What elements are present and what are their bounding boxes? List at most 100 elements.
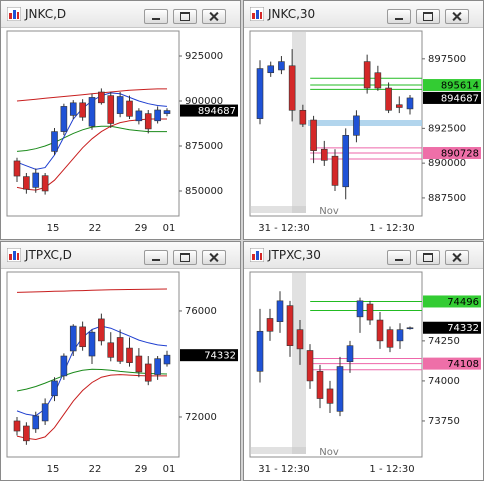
candle-body (385, 87, 392, 111)
candle-body (41, 403, 49, 422)
minimize-button[interactable] (387, 9, 411, 24)
candle-body (353, 115, 360, 136)
price-tag-label: 74332 (204, 351, 236, 362)
y-tick-label: 900000 (185, 96, 223, 107)
candle-body (32, 415, 40, 430)
y-tick-label: 72000 (185, 412, 217, 423)
x-tick-label: 15 (47, 464, 60, 475)
y-tick-label: 887500 (428, 193, 466, 204)
window-title: JNKC,D (25, 7, 67, 21)
x-tick-label: Nov (319, 447, 339, 458)
x-tick-label: 1 - 12:30 (369, 223, 414, 234)
candle-body (331, 155, 339, 186)
maximize-button[interactable] (416, 250, 440, 265)
candle-body (163, 110, 171, 114)
candle-body (41, 175, 49, 192)
y-tick-label: 74000 (428, 376, 460, 387)
candle-body (116, 337, 124, 362)
title-bar: JTPXC,D (1, 242, 240, 269)
chart-window: JTPXC,30 74250 74000 73750 74496 74332 74108 3… (243, 241, 484, 481)
candle-body (256, 330, 264, 372)
app-icon (7, 7, 21, 21)
candle-body (144, 363, 152, 382)
price-tag (423, 91, 481, 104)
price-tag-label: 74108 (447, 359, 479, 370)
chart-window: JNKC,30 897500 892500 890000 887500 895614 89… (243, 0, 484, 240)
candle-body (60, 106, 68, 132)
candle-body (69, 325, 77, 352)
plot-area (249, 271, 423, 458)
close-button[interactable] (202, 250, 226, 265)
minimize-button[interactable] (387, 250, 411, 265)
chart: 925000 900000 875000 850000 894687 15 22 29 01 (1, 28, 240, 239)
x-tick-label: 29 (135, 464, 148, 475)
x-tick-label: 01 (163, 464, 176, 475)
x-tick-label: Nov (319, 206, 339, 217)
candle-body (23, 176, 30, 190)
candle-body (267, 65, 275, 74)
band-line (16, 374, 167, 441)
y-tick-label: 76000 (185, 306, 217, 317)
price-tag (180, 104, 238, 117)
y-tick-label: 74250 (428, 336, 460, 347)
maximize-button[interactable] (173, 9, 197, 24)
x-tick-label: 15 (47, 223, 60, 234)
title-bar: JNKC,30 (244, 1, 483, 28)
candle-body (342, 135, 350, 188)
band-line (16, 368, 168, 392)
price-tag-label: 74332 (447, 323, 479, 334)
chart: 76000 72000 74332 15 22 29 01 (1, 269, 240, 480)
title-bar: JNKC,D (1, 1, 240, 28)
candle-body (299, 109, 307, 125)
maximize-button[interactable] (416, 9, 440, 24)
candle-body (326, 388, 334, 404)
candle-body (13, 420, 21, 432)
candle-body (376, 319, 384, 342)
candle-body (356, 300, 364, 318)
candle-body (395, 104, 403, 108)
x-tick-label: 31 - 12:30 (258, 223, 310, 234)
y-tick-label: 875000 (185, 141, 223, 152)
band-line (16, 88, 167, 102)
maximize-button[interactable] (173, 250, 197, 265)
candle-body (286, 305, 294, 346)
price-tag-label: 895614 (441, 81, 479, 92)
session-shade (292, 272, 306, 454)
y-tick-label: 897500 (428, 54, 466, 65)
candle-body (266, 318, 274, 332)
close-button[interactable] (445, 9, 469, 24)
chart-window: JNKC,D 925000 900000 875000 850000 894687 15 2… (0, 0, 241, 240)
candle-body (396, 329, 404, 342)
candle-body (276, 300, 284, 322)
app-icon (250, 248, 264, 262)
candle-body (296, 329, 304, 350)
candle-body (60, 355, 68, 377)
price-tag (423, 295, 481, 308)
candle-body (363, 61, 371, 89)
candle-body (386, 329, 394, 348)
close-button[interactable] (445, 250, 469, 265)
y-tick-label: 892500 (428, 123, 466, 134)
minimize-button[interactable] (144, 9, 168, 24)
title-bar: JTPXC,30 (244, 242, 483, 269)
chart: 74250 74000 73750 74496 74332 74108 31 - 12:30… (244, 269, 483, 480)
candle-body (163, 354, 171, 365)
candle-body (406, 97, 414, 110)
close-button[interactable] (202, 9, 226, 24)
candle-body (13, 160, 21, 177)
x-tick-label: 01 (163, 223, 176, 234)
candle-body (278, 61, 285, 71)
y-tick-label: 925000 (185, 51, 223, 62)
candle-body (346, 345, 354, 362)
candle-body (135, 110, 143, 122)
candle-body (336, 366, 344, 412)
candle-body (316, 371, 324, 399)
y-tick-label: 850000 (185, 186, 223, 197)
price-tag-label: 74496 (447, 297, 479, 308)
chart-window: JTPXC,D 76000 72000 74332 15 22 29 01 (0, 241, 241, 481)
price-tag (423, 321, 481, 334)
minimize-button[interactable] (144, 250, 168, 265)
window-title: JTPXC,30 (268, 248, 321, 262)
candle-body (116, 96, 124, 114)
